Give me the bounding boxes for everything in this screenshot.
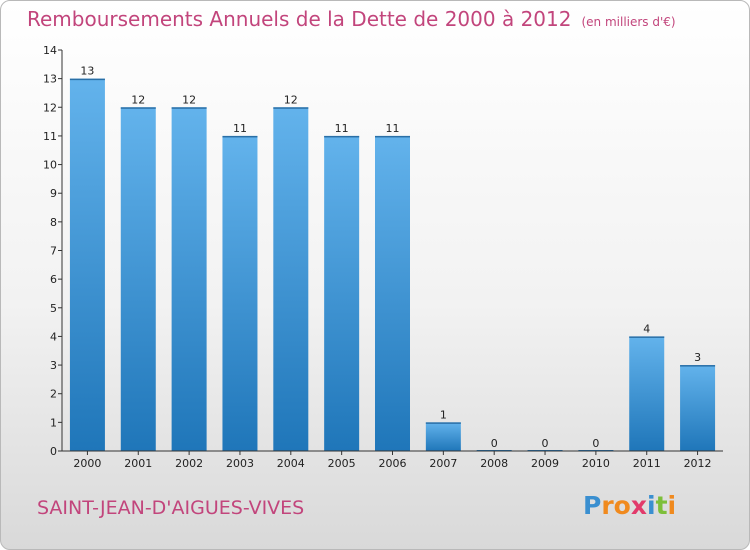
bar-value-label: 0 xyxy=(542,437,549,450)
bar-value-label: 12 xyxy=(182,93,196,106)
bar xyxy=(324,135,360,451)
bar-top-edge xyxy=(375,135,410,138)
logo-letter: r xyxy=(601,491,614,520)
bar-value-label: 0 xyxy=(491,437,498,450)
y-tick-label: 12 xyxy=(43,101,57,114)
x-tick-label: 2011 xyxy=(633,457,661,470)
x-tick-label: 2009 xyxy=(531,457,559,470)
bar-top-edge xyxy=(222,135,258,138)
y-tick-label: 0 xyxy=(50,445,57,458)
bar-value-label: 13 xyxy=(80,65,94,78)
y-tick-label: 9 xyxy=(50,187,57,200)
bar xyxy=(273,107,309,452)
y-tick-label: 7 xyxy=(50,245,57,258)
x-tick-label: 2002 xyxy=(175,457,203,470)
commune-name: SAINT-JEAN-D'AIGUES-VIVES xyxy=(37,497,305,519)
x-tick-label: 2001 xyxy=(124,457,152,470)
x-tick-label: 2012 xyxy=(684,457,712,470)
bar-value-label: 11 xyxy=(233,122,247,135)
y-tick-label: 10 xyxy=(43,159,57,172)
y-tick-label: 13 xyxy=(43,73,57,86)
y-tick-label: 6 xyxy=(50,273,57,286)
y-tick-label: 8 xyxy=(50,216,57,229)
y-tick-label: 5 xyxy=(50,302,57,315)
bar-top-edge xyxy=(69,78,105,81)
y-tick-label: 2 xyxy=(50,388,57,401)
x-tick-label: 2006 xyxy=(379,457,407,470)
chart-subtitle: (en milliers d'€) xyxy=(581,15,676,29)
logo-letter: t xyxy=(655,491,668,520)
bar xyxy=(69,78,105,452)
y-tick-label: 14 xyxy=(43,44,57,57)
bar-value-label: 12 xyxy=(131,93,145,106)
bar xyxy=(629,336,665,451)
bar-top-edge xyxy=(680,365,716,367)
x-tick-label: 2003 xyxy=(226,457,254,470)
logo-letter: o xyxy=(613,491,631,520)
bar-value-label: 11 xyxy=(335,122,349,135)
logo-letter: i xyxy=(647,491,656,520)
logo-letter: x xyxy=(630,491,647,520)
x-tick-label: 2005 xyxy=(328,457,356,470)
bar-top-edge xyxy=(171,107,207,109)
x-axis: 2000 2001 2002 2003 2004 2005 2006 2007 2008 2009… xyxy=(62,450,723,470)
title-line: Remboursements Annuels de la Dette de 20… xyxy=(27,7,676,31)
bar xyxy=(222,135,258,451)
y-tick-label: 4 xyxy=(50,330,57,343)
y-tick-label: 1 xyxy=(50,416,57,429)
bar xyxy=(680,365,716,451)
bar xyxy=(375,135,410,451)
logo-letter: P xyxy=(583,491,602,520)
bar-value-label: 1 xyxy=(440,408,447,421)
y-tick-label: 11 xyxy=(43,130,57,143)
bar-top-edge xyxy=(425,422,461,424)
bar xyxy=(171,107,207,452)
bar-value-label: 12 xyxy=(284,93,298,106)
x-tick-label: 2010 xyxy=(582,457,610,470)
logo-letter: i xyxy=(667,491,677,520)
x-tick-label: 2007 xyxy=(429,457,457,470)
bar-value-label: 0 xyxy=(592,437,599,450)
y-tick-label: 3 xyxy=(50,359,57,372)
bar-value-label: 11 xyxy=(386,122,400,135)
bar-top-edge xyxy=(273,107,309,109)
x-tick-label: 2008 xyxy=(480,457,508,470)
bar-value-label: 3 xyxy=(694,351,701,364)
bar-top-edge xyxy=(629,336,665,338)
bar-top-edge xyxy=(120,107,156,109)
bar-value-label: 4 xyxy=(643,322,650,335)
x-tick-label: 2000 xyxy=(73,457,101,470)
bar-top-edge xyxy=(324,135,360,138)
bar xyxy=(120,107,156,452)
x-tick-label: 2004 xyxy=(277,457,305,470)
bar xyxy=(425,422,461,451)
proxiti-logo[interactable]: Proxiti xyxy=(583,491,676,520)
chart-title: Remboursements Annuels de la Dette de 20… xyxy=(27,7,572,31)
